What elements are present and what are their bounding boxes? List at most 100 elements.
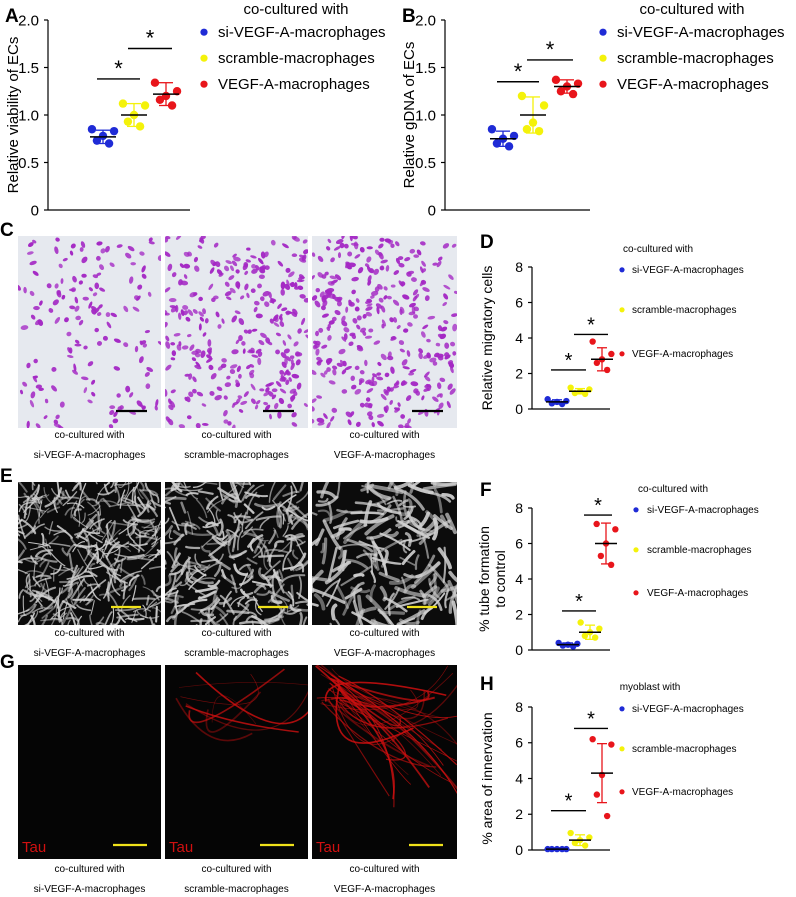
y-tick-label: 1.0	[415, 107, 436, 124]
data-point	[487, 125, 497, 134]
y-tick-label: 0.5	[18, 155, 39, 172]
y-tick-label: 4	[515, 330, 523, 346]
y-tick-label: 4	[515, 571, 523, 587]
data-point	[567, 829, 574, 837]
legend-marker	[633, 590, 639, 596]
data-point	[589, 735, 596, 743]
panel-letter-c: C	[0, 220, 14, 241]
data-point	[155, 95, 165, 105]
legend-label: scramble-macrophages	[647, 545, 752, 556]
data-point	[150, 78, 160, 87]
y-axis-label: % area of innervation	[479, 712, 495, 844]
image-caption-line2: si-VEGF-A-macrophages	[34, 648, 146, 659]
legend-label: scramble-macrophages	[632, 305, 737, 316]
group-scramble	[118, 99, 150, 131]
y-tick-label: 8	[515, 259, 523, 275]
data-point	[92, 136, 102, 145]
significance-star: *	[146, 26, 155, 51]
group-si	[544, 845, 570, 853]
y-tick-label: 8	[515, 500, 523, 516]
significance-star: *	[587, 314, 595, 336]
group-scramble	[517, 91, 549, 136]
legend-label: si-VEGF-A-macrophages	[617, 24, 785, 41]
y-tick-label: 0	[515, 642, 523, 658]
data-point	[589, 338, 596, 345]
legend-title: co-cultured with	[623, 244, 693, 255]
image-caption-line2: si-VEGF-A-macrophages	[34, 884, 146, 895]
image-caption-line1: co-cultured with	[201, 430, 271, 441]
y-tick-label: 6	[515, 294, 523, 310]
y-tick-label: 2	[515, 606, 523, 622]
y-tick-label: 1.0	[18, 107, 39, 124]
data-point	[581, 632, 589, 639]
panel-letter-f: F	[480, 480, 492, 501]
group-si	[555, 639, 581, 650]
legend-marker	[200, 80, 208, 88]
significance-star: *	[594, 495, 602, 517]
y-tick-label: 6	[515, 535, 523, 551]
y-tick-label: 0.5	[415, 155, 436, 172]
chart-gdna: 0 0.5 1.0 1.5 2.0 Relative gDNA of ECs * * co-cu…	[401, 1, 785, 219]
group-scramble	[567, 829, 593, 849]
legend-label: scramble-macrophages	[218, 50, 375, 67]
panel-letter-h: H	[480, 674, 494, 695]
image-caption-line1: co-cultured with	[349, 430, 419, 441]
image-caption-line1: co-cultured with	[54, 628, 124, 639]
legend-marker	[619, 706, 625, 712]
group-si	[544, 396, 570, 408]
group-vegf	[589, 735, 615, 820]
y-tick-label: 4	[515, 770, 523, 786]
legend-marker	[619, 746, 625, 752]
image-caption-line1: co-cultured with	[201, 628, 271, 639]
micrograph-tau	[18, 665, 161, 859]
legend-label: si-VEGF-A-macrophages	[632, 265, 744, 276]
micrograph-tube-formation	[18, 482, 161, 625]
image-caption-line1: co-cultured with	[349, 628, 419, 639]
legend-marker	[599, 28, 607, 36]
data-point	[534, 126, 544, 136]
image-caption-line1: co-cultured with	[349, 864, 419, 875]
data-point	[593, 520, 600, 528]
image-caption-line2: VEGF-A-macrophages	[334, 450, 435, 461]
group-vegf	[150, 78, 182, 110]
image-caption-line2: scramble-macrophages	[184, 450, 289, 461]
chart-viability: 0 0.5 1.0 1.5 2.0 Relative viability of ECs * *…	[5, 1, 386, 219]
data-point	[123, 117, 133, 126]
data-point	[109, 126, 119, 136]
stain-label: Tau	[169, 839, 193, 856]
legend-label: scramble-macrophages	[632, 744, 737, 755]
legend-label: VEGF-A-macrophages	[632, 349, 733, 360]
data-point	[593, 791, 601, 798]
y-axis-label: Relative gDNA of ECs	[401, 42, 418, 189]
y-axis-label: Relative migratory cells	[479, 266, 495, 411]
legend-marker	[599, 80, 607, 88]
image-caption-line2: si-VEGF-A-macrophages	[34, 450, 146, 461]
micrograph-tau	[165, 665, 308, 859]
data-point	[593, 359, 601, 367]
legend-marker	[619, 307, 625, 313]
y-tick-label: 1.5	[415, 60, 436, 77]
y-tick-label: 0	[515, 401, 523, 417]
group-si	[87, 125, 119, 148]
image-caption-line1: co-cultured with	[54, 430, 124, 441]
legend-marker	[619, 267, 625, 273]
significance-star: *	[546, 37, 555, 62]
legend-label: VEGF-A-macrophages	[647, 588, 748, 599]
y-tick-label: 0	[31, 202, 39, 219]
legend-label: si-VEGF-A-macrophages	[632, 704, 744, 715]
y-tick-label: 0	[428, 202, 436, 219]
image-caption-line1: co-cultured with	[54, 864, 124, 875]
data-point	[556, 87, 566, 96]
chart-tube-formation: 0 2 4 6 8 % tube formation to control * * co-cult…	[476, 484, 759, 658]
data-point	[551, 75, 561, 85]
data-point	[597, 552, 605, 560]
tau-stain-micrographs: Tau Tau Tau co-cultured with si-VEGF-A-macro…	[18, 665, 457, 895]
data-point	[577, 619, 584, 626]
significance-star: *	[565, 791, 573, 813]
legend-title: myoblast with	[620, 682, 681, 693]
data-point	[517, 91, 527, 101]
group-vegf	[593, 520, 619, 568]
legend-marker	[200, 28, 208, 36]
y-tick-label: 2	[515, 806, 523, 822]
